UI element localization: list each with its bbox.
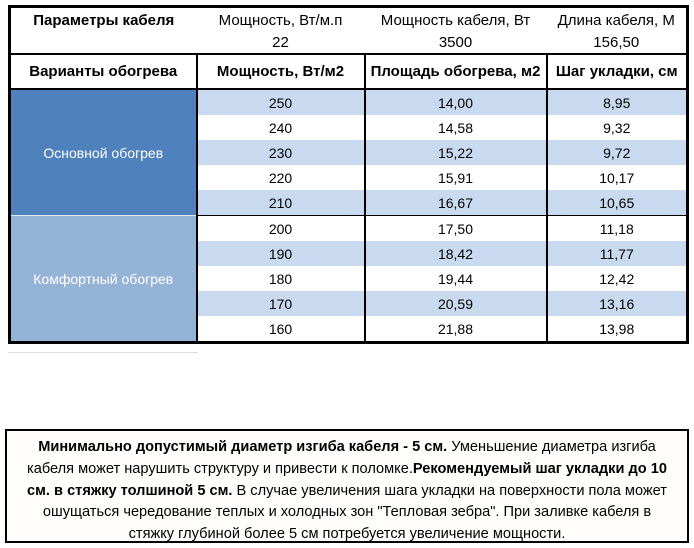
divider [8,352,198,353]
step-cell: 9,72 [545,140,688,165]
params-header-cable-power: Мощность кабеля, Вт [380,11,531,29]
power-cell: 250 [195,89,365,115]
section-label-primary: Основной обогрев [9,89,198,216]
table-row: 240 14,58 9,32 [10,115,688,140]
params-value-empty [10,32,197,54]
note-segment-bold-1: Минимально допустимый диаметр изгиба каб… [38,439,448,455]
params-value-cable-length: 156,50 [593,34,640,51]
power-cell: 220 [195,165,365,190]
power-cell: 180 [195,266,365,291]
area-cell: 15,22 [363,140,547,165]
note-segment-regular-2: В случае увеличения шага укладки на пове… [42,482,667,543]
params-values-row: 22 3500 156,50 [10,32,688,54]
params-value-power-per-m: 22 [272,34,289,51]
power-cell: 160 [195,316,365,343]
table-row: 170 20,59 13,16 [10,291,688,316]
heating-header-step: Шаг укладки, см [545,53,689,90]
power-cell: 210 [195,190,365,216]
step-cell: 11,18 [545,215,688,241]
note-segment-bold-2: Рекомендуемый шаг укладки до 10 см. в ст… [27,460,667,499]
heating-header-row: Варианты обогрева Мощность, Вт/м2 Площад… [8,53,689,90]
area-cell: 17,50 [363,215,547,241]
heating-cable-table: Параметры кабеля Мощность, Вт/м.п Мощнос… [8,5,689,344]
step-cell: 12,42 [545,266,688,291]
heating-header-area: Площадь обогрева, м2 [363,53,548,90]
params-title: Параметры кабеля [33,11,175,29]
step-cell: 13,98 [545,316,688,343]
params-header-cable-length: Длина кабеля, М [557,11,675,29]
power-cell: 230 [195,140,365,165]
params-header-power-per-m: Мощность, Вт/м.п [218,11,343,29]
table-row: 210 16,67 10,65 [10,190,688,216]
step-cell: 10,17 [545,165,688,190]
table-row: Комфортный обогрев 200 17,50 11,18 [9,215,688,343]
params-header-row: Параметры кабеля Мощность, Вт/м.п Мощнос… [10,7,688,33]
heating-header-power: Мощность, Вт/м2 [195,53,366,90]
power-cell: 190 [195,241,365,266]
step-cell: 8,95 [545,89,688,115]
power-cell: 170 [195,291,365,316]
area-cell: 14,00 [363,89,547,115]
area-cell: 20,59 [363,291,547,316]
area-cell: 16,67 [363,190,547,216]
power-cell: 200 [195,215,365,241]
step-cell: 13,16 [545,291,688,316]
area-cell: 14,58 [363,115,547,140]
table-row: 230 15,22 9,72 [10,140,688,165]
area-cell: 18,42 [363,241,547,266]
note-box: Минимально допустимый диаметр изгиба каб… [5,429,689,543]
section-label-comfort: Комфортный обогрев [9,215,198,343]
table-row: 160 21,88 13,98 [10,316,688,343]
params-value-cable-power: 3500 [438,34,473,51]
step-cell: 9,32 [545,115,688,140]
step-cell: 10,65 [545,190,688,216]
table-row: 190 18,42 11,77 [10,241,688,266]
table-row: Основной обогрев 250 14,00 8,95 [9,89,688,216]
area-cell: 21,88 [363,316,547,343]
note-segment-regular-1: Уменьшение диаметра изгиба кабеля может … [27,439,656,477]
area-cell: 15,91 [363,165,547,190]
area-cell: 19,44 [363,266,547,291]
power-cell: 240 [195,115,365,140]
step-cell: 11,77 [545,241,688,266]
table-row: 180 19,44 12,42 [10,266,688,291]
table-row: 220 15,91 10,17 [10,165,688,190]
heating-header-variants: Варианты обогрева [8,53,198,90]
